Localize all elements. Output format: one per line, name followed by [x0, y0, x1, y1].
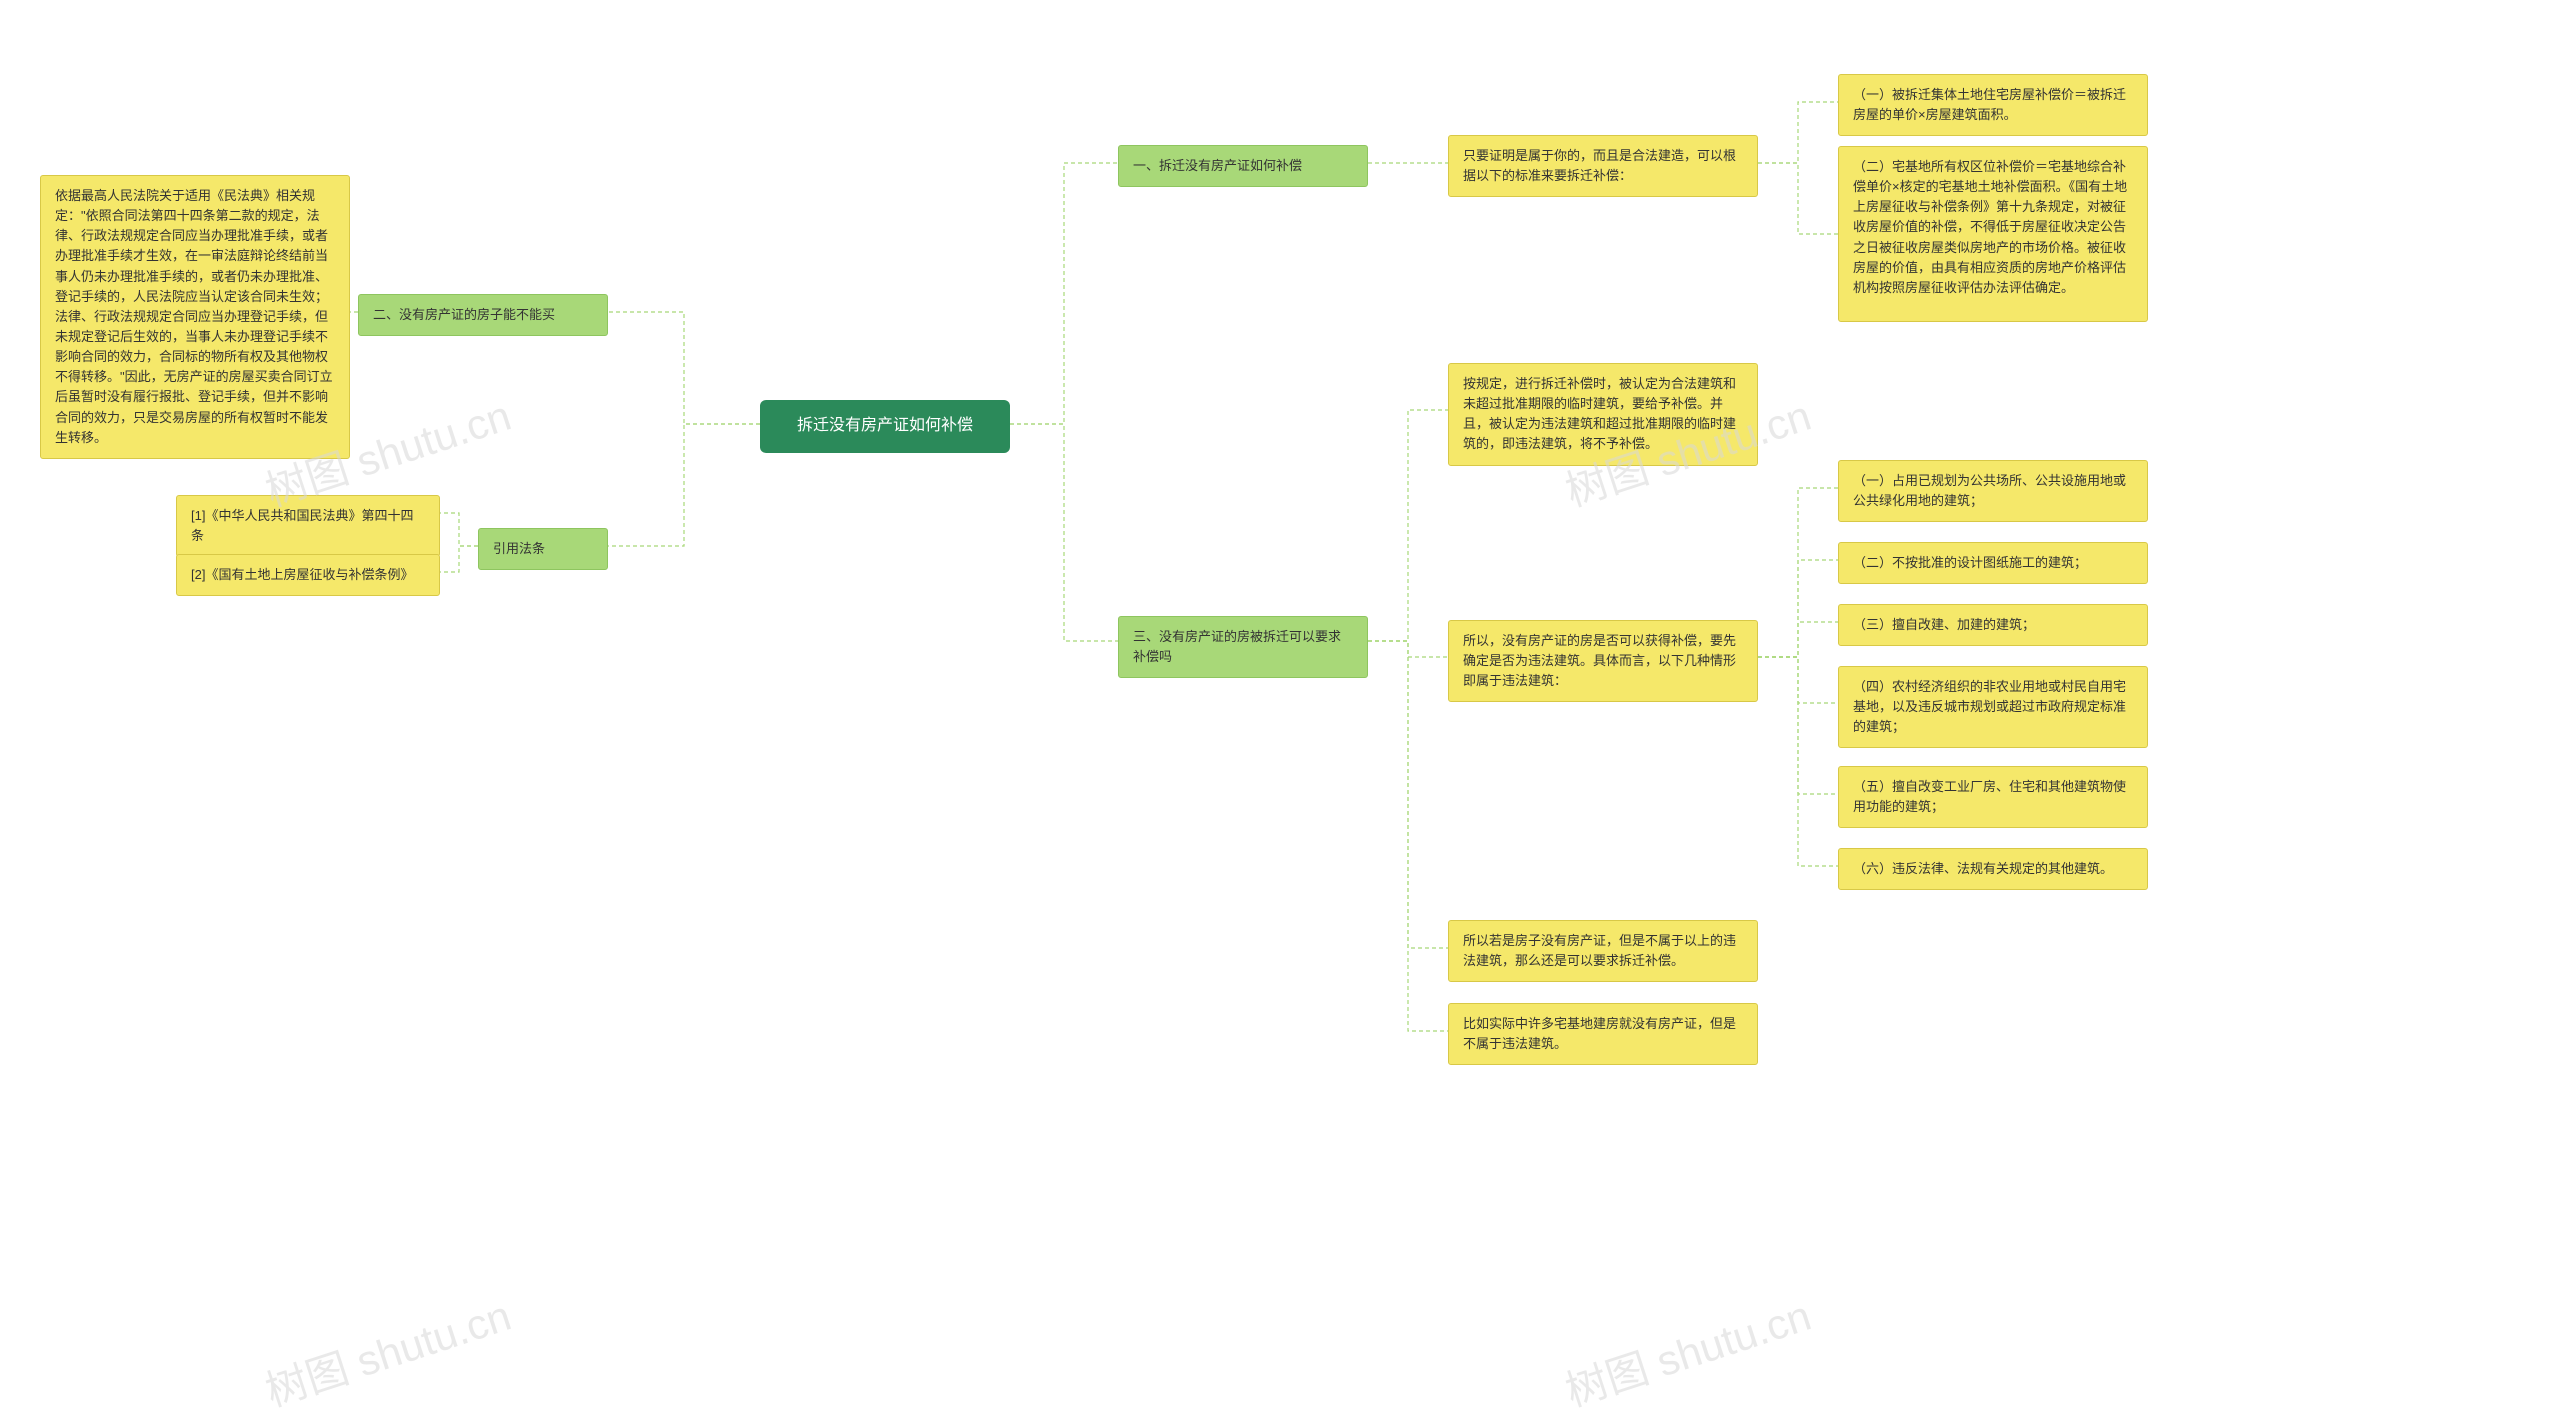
connector-layer: [0, 0, 2560, 1388]
leaf-b3-4: 比如实际中许多宅基地建房就没有房产证，但是不属于违法建筑。: [1448, 1003, 1758, 1065]
leaf-b3-2-4: （四）农村经济组织的非农业用地或村民自用宅基地，以及违反城市规划或超过市政府规定…: [1838, 666, 2148, 748]
leaf-b1-note: 只要证明是属于你的，而且是合法建造，可以根据以下的标准来要拆迁补偿：: [1448, 135, 1758, 197]
watermark: 树图 shutu.cn: [257, 1282, 518, 1419]
leaf-b3-3: 所以若是房子没有房产证，但是不属于以上的违法建筑，那么还是可以要求拆迁补偿。: [1448, 920, 1758, 982]
watermark: 树图 shutu.cn: [1557, 1282, 1818, 1419]
leaf-b3-2-3: （三）擅自改建、加建的建筑；: [1838, 604, 2148, 646]
leaf-b2-note: 依据最高人民法院关于适用《民法典》相关规定："依照合同法第四十四条第二款的规定，…: [40, 175, 350, 459]
branch-2: 二、没有房产证的房子能不能买: [358, 294, 608, 336]
leaf-b1-2: （二）宅基地所有权区位补偿价＝宅基地综合补偿单价×核定的宅基地土地补偿面积。《国…: [1838, 146, 2148, 322]
leaf-b3-1: 按规定，进行拆迁补偿时，被认定为合法建筑和未超过批准期限的临时建筑，要给予补偿。…: [1448, 363, 1758, 466]
leaf-citation-2: [2]《国有土地上房屋征收与补偿条例》: [176, 554, 440, 596]
branch-citation: 引用法条: [478, 528, 608, 570]
leaf-b3-2-5: （五）擅自改变工业厂房、住宅和其他建筑物使用功能的建筑；: [1838, 766, 2148, 828]
leaf-b3-2-1: （一）占用已规划为公共场所、公共设施用地或公共绿化用地的建筑；: [1838, 460, 2148, 522]
branch-3: 三、没有房产证的房被拆迁可以要求补偿吗: [1118, 616, 1368, 678]
leaf-b1-1: （一）被拆迁集体土地住宅房屋补偿价＝被拆迁房屋的单价×房屋建筑面积。: [1838, 74, 2148, 136]
branch-1: 一、拆迁没有房产证如何补偿: [1118, 145, 1368, 187]
leaf-b3-2-6: （六）违反法律、法规有关规定的其他建筑。: [1838, 848, 2148, 890]
leaf-b3-2: 所以，没有房产证的房是否可以获得补偿，要先确定是否为违法建筑。具体而言，以下几种…: [1448, 620, 1758, 702]
leaf-citation-1: [1]《中华人民共和国民法典》第四十四条: [176, 495, 440, 557]
root-node: 拆迁没有房产证如何补偿: [760, 400, 1010, 453]
leaf-b3-2-2: （二）不按批准的设计图纸施工的建筑；: [1838, 542, 2148, 584]
